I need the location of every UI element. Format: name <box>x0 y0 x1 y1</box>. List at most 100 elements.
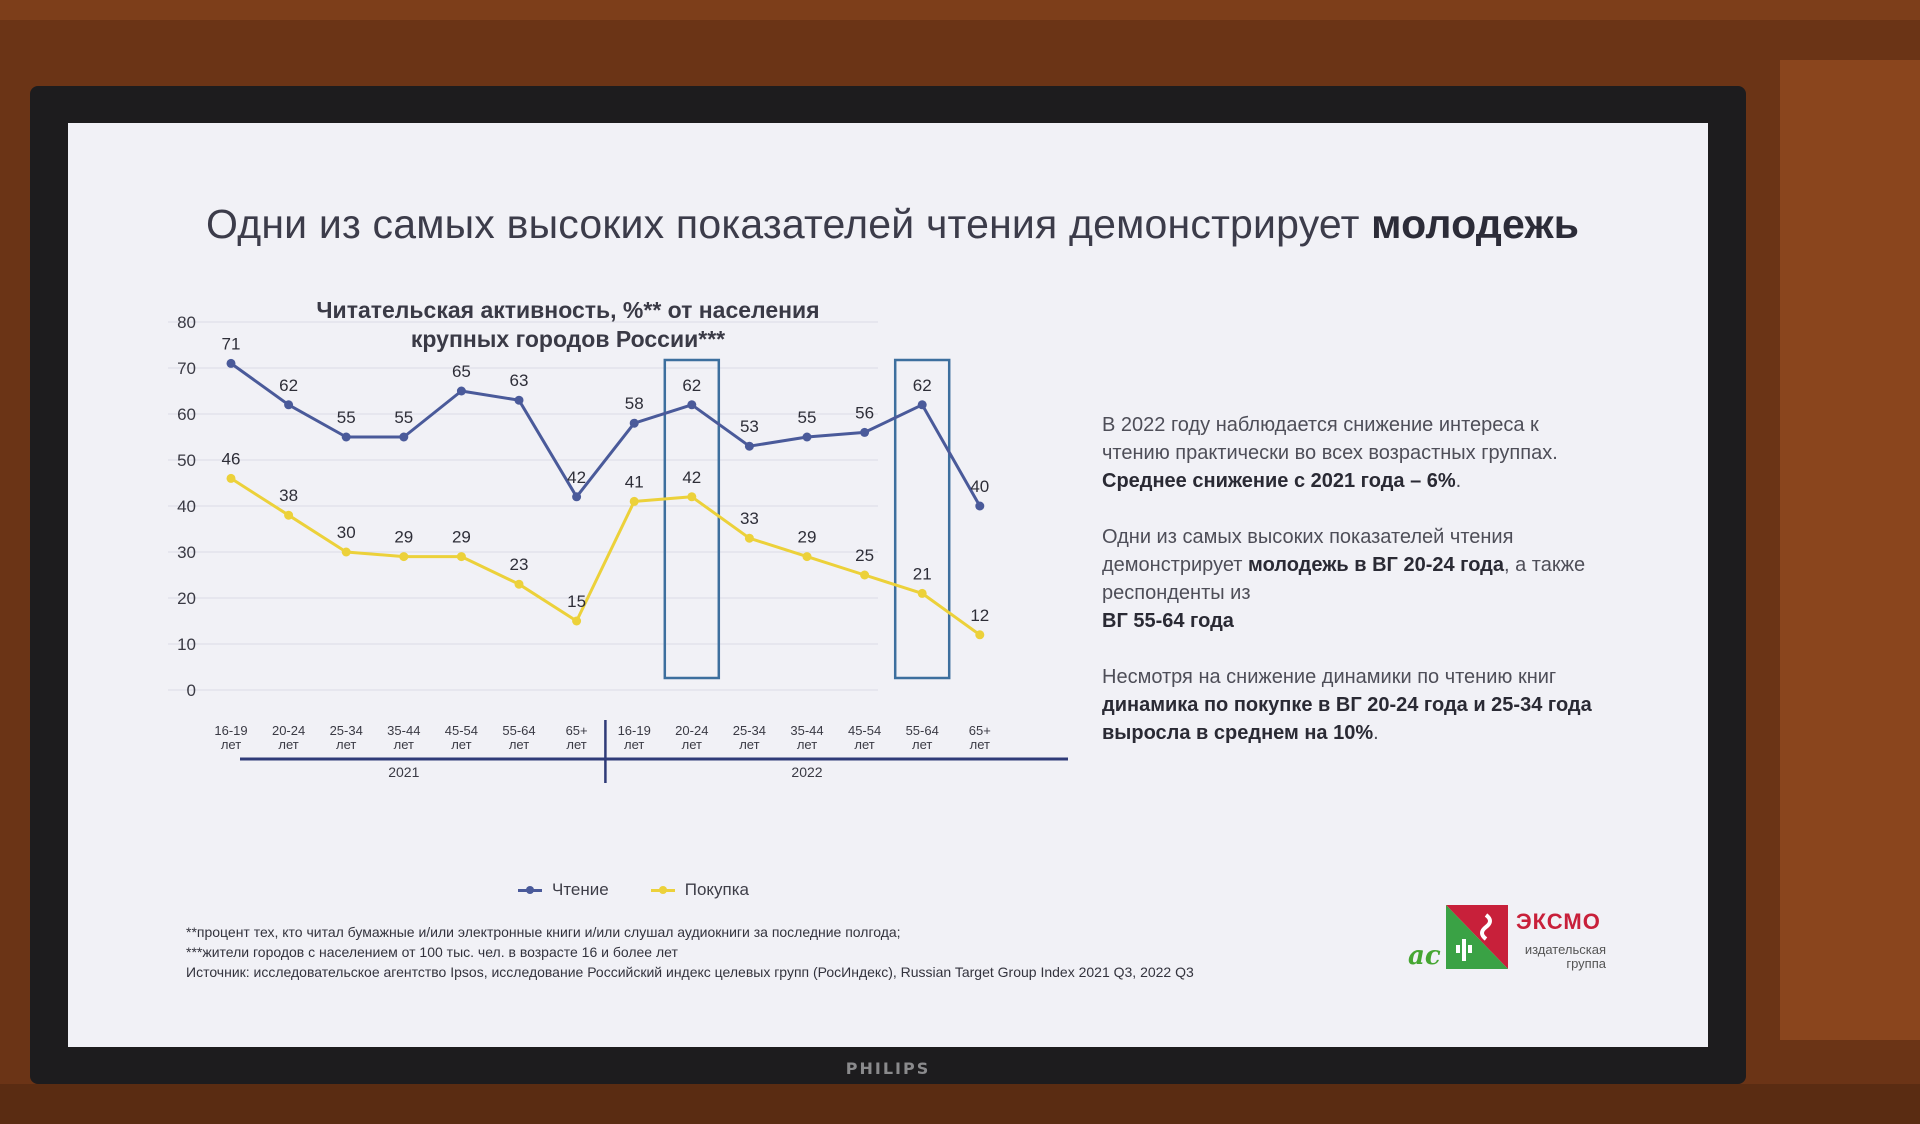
x-tick-label-unit: лет <box>854 737 874 752</box>
wall-panel <box>0 1084 1920 1124</box>
x-tick-label-unit: лет <box>221 737 241 752</box>
info-text: В 2022 году наблюдается снижение интерес… <box>1102 414 1558 464</box>
data-point <box>341 547 351 557</box>
y-tick-label: 30 <box>177 543 196 562</box>
legend-swatch-reading <box>518 885 542 894</box>
x-tick-label: 55-64 <box>906 723 939 738</box>
info-text: . <box>1373 722 1379 744</box>
x-tick-label: 16-19 <box>214 723 247 738</box>
x-tick-label: 25-34 <box>330 723 363 738</box>
x-tick-label: 45-54 <box>848 723 881 738</box>
data-point <box>629 418 639 428</box>
x-tick-label: 35-44 <box>790 723 823 738</box>
x-tick-label: 65+ <box>969 723 991 738</box>
year-group-label: 2022 <box>791 764 822 780</box>
data-label: 42 <box>682 468 701 487</box>
highlight-frame <box>893 358 951 680</box>
y-tick-label: 80 <box>177 313 196 332</box>
logo-subtitle: издательская группа <box>1524 942 1606 971</box>
info-paragraph-2: Одни из самых высоких показателей чтения… <box>1102 523 1602 635</box>
data-point <box>860 427 870 437</box>
info-highlight: Среднее снижение с 2021 года – 6% <box>1102 470 1456 492</box>
data-label: 38 <box>279 486 298 505</box>
data-label: 30 <box>337 523 356 542</box>
data-label: 65 <box>452 362 471 381</box>
data-point <box>456 386 466 396</box>
info-highlight: ВГ 55-64 года <box>1102 610 1234 632</box>
series-line-reading <box>230 362 982 507</box>
series-line-buying <box>230 477 981 637</box>
info-panel: В 2022 году наблюдается снижение интерес… <box>1102 411 1602 775</box>
x-tick-label: 65+ <box>566 723 588 738</box>
data-label: 55 <box>798 408 817 427</box>
data-point <box>572 492 582 502</box>
highlight-frame <box>663 358 721 680</box>
data-point <box>687 400 697 410</box>
x-tick-label-unit: лет <box>509 737 529 752</box>
x-tick-label: 20-24 <box>675 723 708 738</box>
x-tick-label-unit: лет <box>912 737 932 752</box>
monitor-brand: PHILIPS <box>845 1059 931 1078</box>
data-point <box>975 501 985 511</box>
y-tick-label: 60 <box>177 405 196 424</box>
x-tick-label: 45-54 <box>445 723 478 738</box>
data-label: 23 <box>510 555 529 574</box>
data-point <box>860 570 870 580</box>
data-point <box>341 432 351 442</box>
y-tick-label: 10 <box>177 635 196 654</box>
footnote-1: **процент тех, кто читал бумажные и/или … <box>186 924 901 940</box>
data-label: 33 <box>740 509 759 528</box>
data-point <box>917 588 927 598</box>
data-label: 25 <box>855 546 874 565</box>
info-highlight: динамика по покупке в ВГ 20-24 года и 25… <box>1102 694 1592 744</box>
data-point <box>399 552 409 562</box>
data-label: 62 <box>279 376 298 395</box>
data-label: 53 <box>740 417 759 436</box>
data-point <box>687 492 697 502</box>
data-point <box>917 400 927 410</box>
eksmo-logo: ас ЭКСМО издательская группа <box>1408 905 1608 980</box>
chart-title: Читательская активность, %** от населени… <box>316 297 820 352</box>
x-tick-label: 16-19 <box>618 723 651 738</box>
data-label: 12 <box>970 606 989 625</box>
data-label: 56 <box>855 403 874 422</box>
y-tick-label: 70 <box>177 359 196 378</box>
x-tick-label-unit: лет <box>336 737 356 752</box>
legend-label-reading: Чтение <box>552 880 609 899</box>
data-point <box>456 552 466 562</box>
presentation-slide: Одни из самых высоких показателей чтения… <box>68 123 1708 1047</box>
data-point <box>399 432 409 442</box>
data-label: 21 <box>913 564 932 583</box>
logo-ac-mark: ас <box>1408 941 1441 971</box>
data-label: 42 <box>567 468 586 487</box>
x-tick-label-unit: лет <box>624 737 644 752</box>
data-point <box>514 579 524 589</box>
y-tick-label: 0 <box>187 681 196 700</box>
slide-title-regular: Одни из самых высоких показателей чтения… <box>206 201 1360 247</box>
year-group-label: 2021 <box>388 764 419 780</box>
data-point <box>802 432 812 442</box>
source-note: Источник: исследовательское агентство Ip… <box>186 964 1194 980</box>
data-point <box>572 616 582 626</box>
data-point <box>514 395 524 405</box>
data-point <box>629 496 639 506</box>
data-label: 71 <box>222 334 241 353</box>
info-highlight: молодежь в ВГ 20-24 года <box>1248 554 1504 576</box>
y-tick-label: 40 <box>177 497 196 516</box>
reading-activity-chart: 0 10 20 30 40 50 60 70 80 71 62 55 55 65 63 42 58 62 53 55 5… <box>168 313 1068 783</box>
info-text: Одни из самых высоких показателей чтения… <box>1102 526 1514 576</box>
x-tick-label: 25-34 <box>733 723 766 738</box>
x-tick-label-unit: лет <box>394 737 414 752</box>
legend-item-buying: Покупка <box>650 880 749 900</box>
data-label: 41 <box>625 472 644 491</box>
x-tick-label: 35-44 <box>387 723 420 738</box>
data-point <box>226 473 236 483</box>
data-label: 46 <box>222 449 241 468</box>
legend-swatch-buying <box>650 885 675 894</box>
data-point <box>975 630 985 640</box>
x-tick-label-unit: лет <box>682 737 702 752</box>
x-tick-label-unit: лет <box>739 737 759 752</box>
logo-emblem-icon <box>1446 905 1508 969</box>
x-tick-label-unit: лет <box>278 737 298 752</box>
data-label: 29 <box>798 528 817 547</box>
